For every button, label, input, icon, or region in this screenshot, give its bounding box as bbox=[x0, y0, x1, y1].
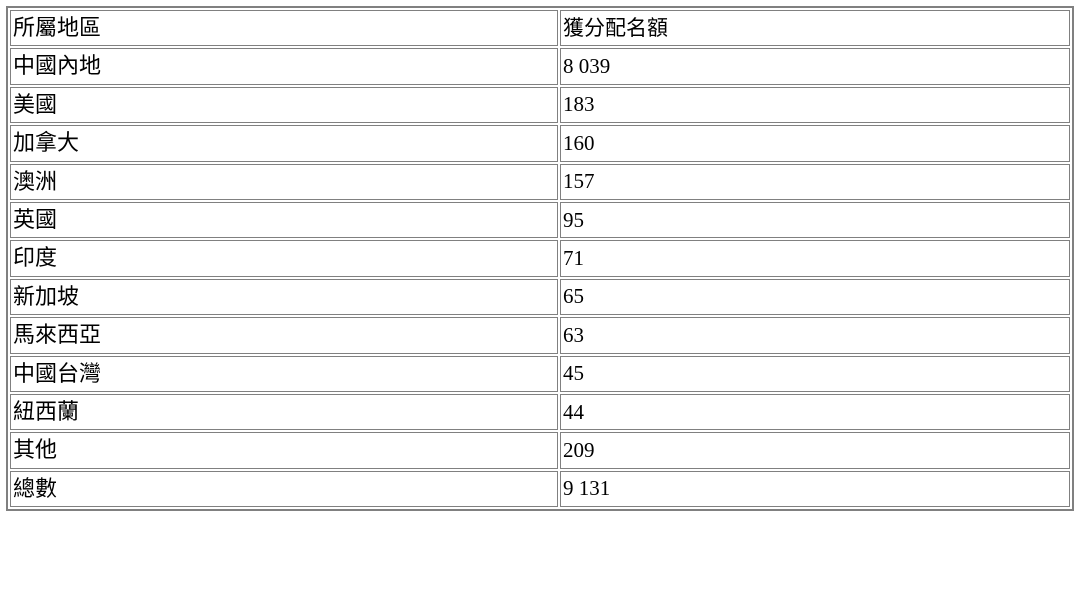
table-row: 英國 95 bbox=[10, 202, 1070, 238]
table-row: 馬來西亞 63 bbox=[10, 317, 1070, 353]
cell-region-total: 總數 bbox=[10, 471, 558, 507]
cell-region: 其他 bbox=[10, 432, 558, 468]
table-row: 加拿大 160 bbox=[10, 125, 1070, 161]
cell-region: 加拿大 bbox=[10, 125, 558, 161]
table-row: 美國 183 bbox=[10, 87, 1070, 123]
table-row: 其他 209 bbox=[10, 432, 1070, 468]
table-row: 中國台灣 45 bbox=[10, 356, 1070, 392]
cell-region: 中國內地 bbox=[10, 48, 558, 84]
quota-table-body: 所屬地區 獲分配名額 中國內地 8 039 美國 183 加拿大 160 澳洲 … bbox=[10, 10, 1070, 507]
table-header-row: 所屬地區 獲分配名額 bbox=[10, 10, 1070, 46]
cell-quota: 65 bbox=[560, 279, 1070, 315]
cell-region: 印度 bbox=[10, 240, 558, 276]
quota-table-container: 所屬地區 獲分配名額 中國內地 8 039 美國 183 加拿大 160 澳洲 … bbox=[6, 6, 1074, 511]
table-row: 印度 71 bbox=[10, 240, 1070, 276]
cell-quota: 71 bbox=[560, 240, 1070, 276]
cell-region: 馬來西亞 bbox=[10, 317, 558, 353]
cell-region: 美國 bbox=[10, 87, 558, 123]
cell-quota: 183 bbox=[560, 87, 1070, 123]
table-row: 中國內地 8 039 bbox=[10, 48, 1070, 84]
header-region: 所屬地區 bbox=[10, 10, 558, 46]
cell-quota: 8 039 bbox=[560, 48, 1070, 84]
cell-quota: 63 bbox=[560, 317, 1070, 353]
table-row: 澳洲 157 bbox=[10, 164, 1070, 200]
cell-quota: 45 bbox=[560, 356, 1070, 392]
cell-region: 紐西蘭 bbox=[10, 394, 558, 430]
cell-quota: 209 bbox=[560, 432, 1070, 468]
table-row-total: 總數 9 131 bbox=[10, 471, 1070, 507]
quota-table: 所屬地區 獲分配名額 中國內地 8 039 美國 183 加拿大 160 澳洲 … bbox=[6, 6, 1074, 511]
cell-quota: 95 bbox=[560, 202, 1070, 238]
cell-region: 英國 bbox=[10, 202, 558, 238]
cell-region: 澳洲 bbox=[10, 164, 558, 200]
cell-region: 新加坡 bbox=[10, 279, 558, 315]
cell-quota: 160 bbox=[560, 125, 1070, 161]
header-quota: 獲分配名額 bbox=[560, 10, 1070, 46]
cell-region: 中國台灣 bbox=[10, 356, 558, 392]
cell-quota: 44 bbox=[560, 394, 1070, 430]
cell-quota: 157 bbox=[560, 164, 1070, 200]
table-row: 紐西蘭 44 bbox=[10, 394, 1070, 430]
table-row: 新加坡 65 bbox=[10, 279, 1070, 315]
cell-quota-total: 9 131 bbox=[560, 471, 1070, 507]
